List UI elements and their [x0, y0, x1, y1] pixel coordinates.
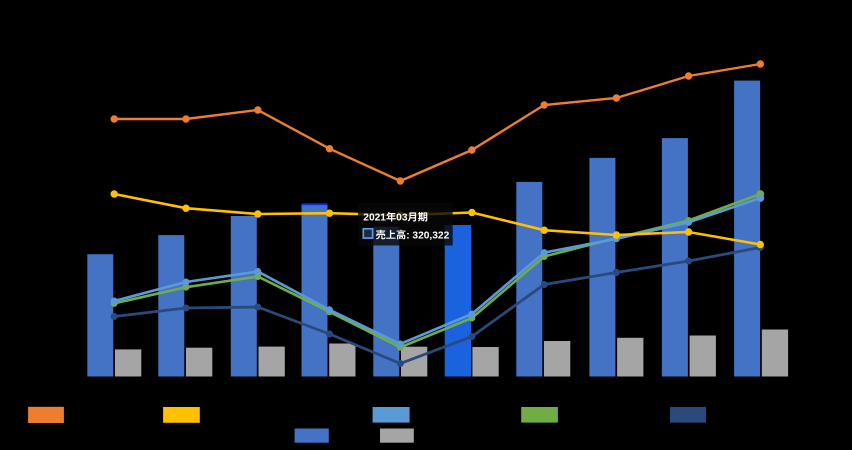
svg-text:03: 03 [396, 213, 408, 224]
svg-text:: 320,322: : 320,322 [406, 230, 449, 241]
svg-text:2021: 2021 [363, 213, 386, 224]
